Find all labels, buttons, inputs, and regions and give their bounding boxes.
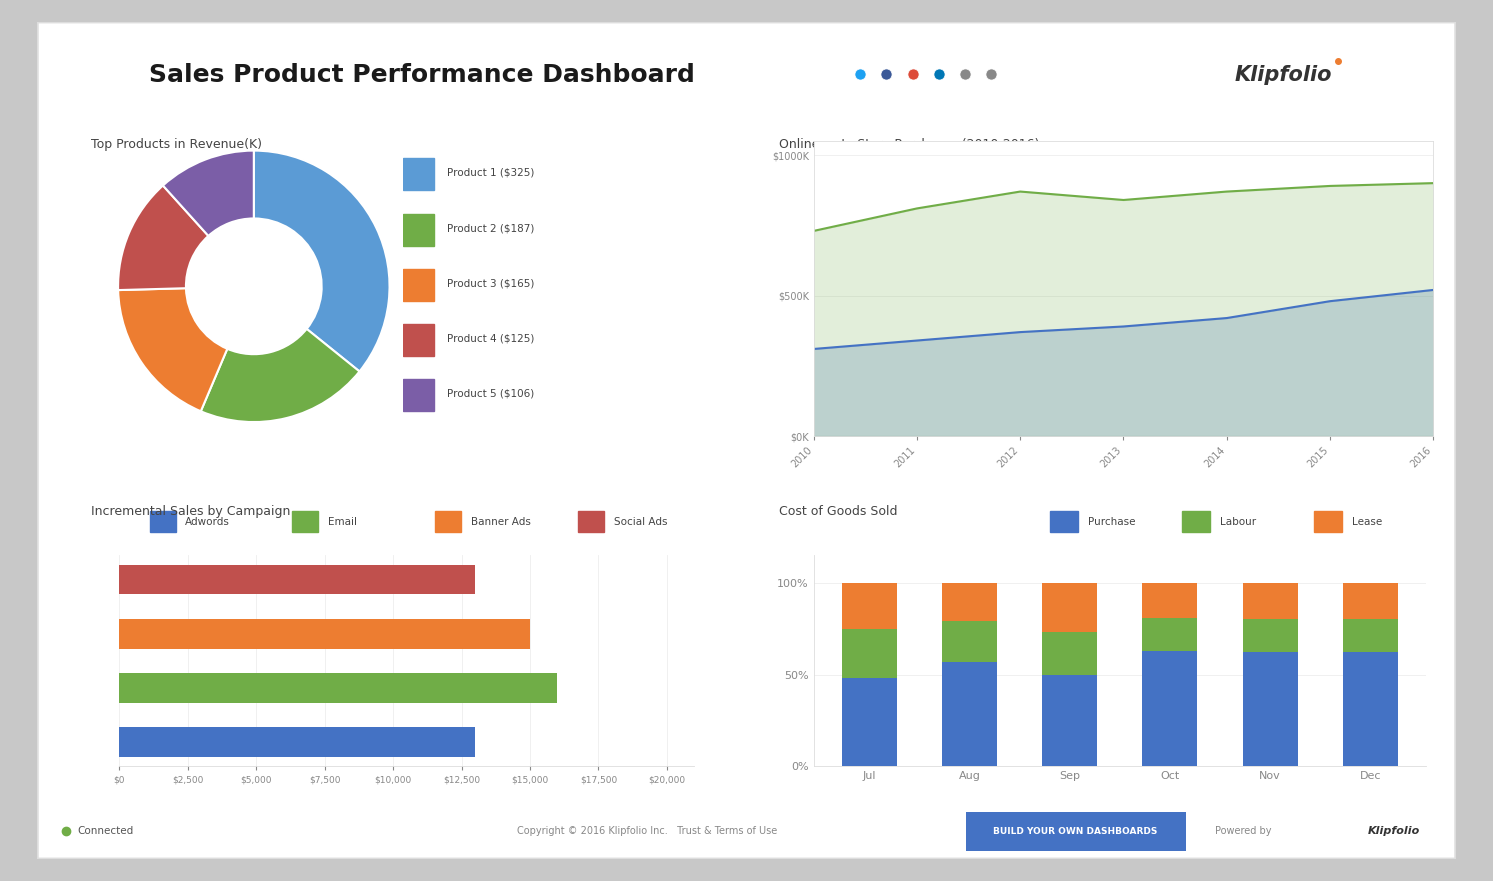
Bar <box>1182 511 1209 532</box>
Bar <box>119 673 557 703</box>
Bar <box>1142 651 1197 766</box>
Bar <box>1342 582 1397 619</box>
Text: Product 5 ($106): Product 5 ($106) <box>446 389 534 399</box>
Bar <box>1242 619 1297 653</box>
Text: Klipfolio: Klipfolio <box>1235 65 1332 85</box>
Wedge shape <box>118 186 209 290</box>
Bar <box>1314 511 1342 532</box>
Bar <box>942 621 997 662</box>
Text: Incremental Sales by Campaign: Incremental Sales by Campaign <box>91 506 291 518</box>
Bar <box>578 511 605 532</box>
Bar <box>1042 633 1097 675</box>
Bar <box>403 380 434 411</box>
Text: Top Products in Revenue(K): Top Products in Revenue(K) <box>91 137 263 151</box>
Bar <box>403 269 434 301</box>
Bar <box>119 727 475 757</box>
Text: Banner Ads: Banner Ads <box>472 517 532 527</box>
Text: Cost of Goods Sold: Cost of Goods Sold <box>779 506 897 518</box>
Bar <box>1042 582 1097 633</box>
Wedge shape <box>163 151 254 236</box>
Bar <box>842 678 897 766</box>
Bar <box>1242 582 1297 619</box>
Text: Adwords: Adwords <box>185 517 230 527</box>
Text: Online: Online <box>1199 144 1233 153</box>
Text: Labour: Labour <box>1220 517 1256 527</box>
Bar <box>942 582 997 621</box>
Bar <box>403 324 434 356</box>
Bar <box>1342 619 1397 653</box>
FancyBboxPatch shape <box>37 22 1456 859</box>
Text: Connected: Connected <box>78 826 133 836</box>
Bar <box>942 662 997 766</box>
Text: Lease: Lease <box>1353 517 1383 527</box>
Bar <box>842 628 897 678</box>
Text: Social Ads: Social Ads <box>614 517 667 527</box>
Text: Email: Email <box>328 517 357 527</box>
Bar <box>119 565 475 595</box>
Bar <box>1050 511 1078 532</box>
Text: Sales Product Performance Dashboard: Sales Product Performance Dashboard <box>149 63 696 87</box>
Text: Product 3 ($165): Product 3 ($165) <box>446 278 534 288</box>
Text: Product 4 ($125): Product 4 ($125) <box>446 334 534 344</box>
Bar <box>149 511 176 532</box>
Bar <box>436 511 461 532</box>
Bar <box>293 511 318 532</box>
Text: In-Store: In-Store <box>1324 144 1365 153</box>
Text: Purchase: Purchase <box>1088 517 1136 527</box>
Text: Klipfolio: Klipfolio <box>1368 826 1420 836</box>
Bar <box>842 582 897 628</box>
Text: Copyright © 2016 Klipfolio Inc.   Trust & Terms of Use: Copyright © 2016 Klipfolio Inc. Trust & … <box>517 826 778 836</box>
Bar <box>1142 582 1197 618</box>
Wedge shape <box>254 151 390 372</box>
Wedge shape <box>118 288 227 411</box>
FancyBboxPatch shape <box>966 811 1185 851</box>
Bar <box>1242 653 1297 766</box>
Text: Product 1 ($325): Product 1 ($325) <box>446 168 534 178</box>
Bar <box>403 159 434 190</box>
Bar <box>403 213 434 246</box>
Text: Online vs In-Store Purchases (2010-2016): Online vs In-Store Purchases (2010-2016) <box>779 137 1039 151</box>
Text: Product 2 ($187): Product 2 ($187) <box>446 223 534 233</box>
Text: Powered by: Powered by <box>1214 826 1271 836</box>
Bar <box>1042 675 1097 766</box>
Wedge shape <box>200 329 360 422</box>
Bar <box>1142 618 1197 651</box>
Bar <box>119 618 530 648</box>
Text: BUILD YOUR OWN DASHBOARDS: BUILD YOUR OWN DASHBOARDS <box>993 826 1157 836</box>
Bar <box>1342 653 1397 766</box>
